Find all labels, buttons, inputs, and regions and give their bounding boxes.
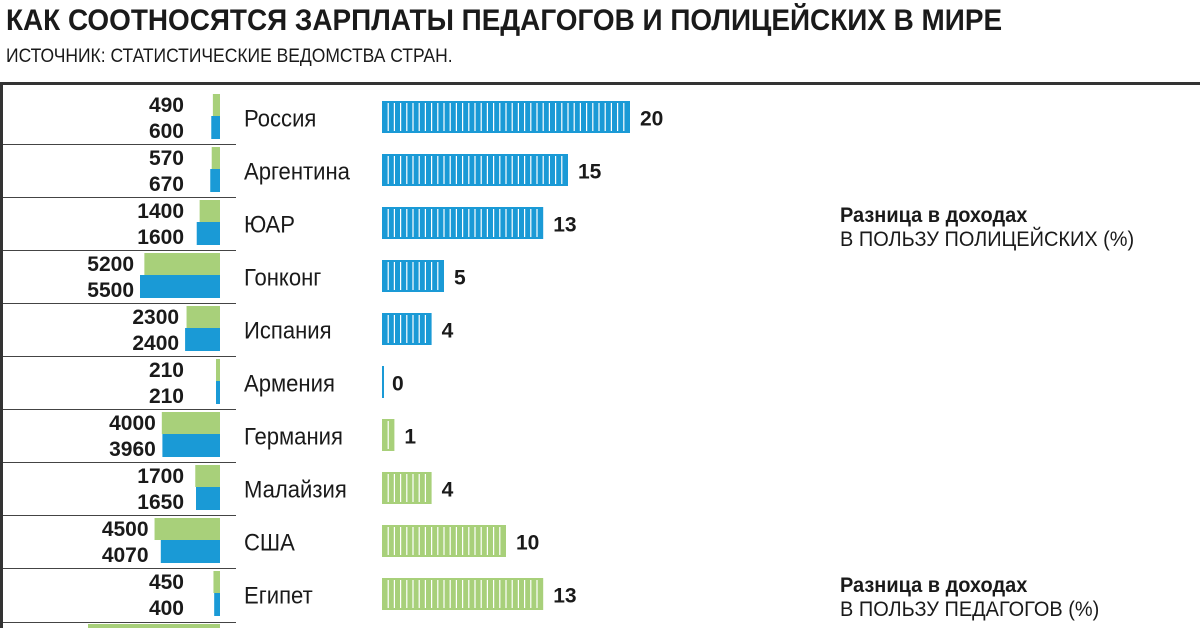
legend-police-subtitle: В ПОЛЬЗУ ПОЛИЦЕЙСКИХ (%) [840,228,1135,251]
police-salary-label: 5500 [87,279,134,302]
police-salary-label: 400 [149,597,184,620]
teacher-salary-bar [212,94,220,116]
teacher-salary-label: 210 [149,359,184,382]
police-salary-bar [196,487,220,510]
police-salary-bar [160,540,220,563]
police-salary-label: 600 [149,120,184,143]
difference-bar [382,366,384,398]
legend-teachers-subtitle: В ПОЛЬЗУ ПЕДАГОГОВ (%) [840,598,1100,621]
teacher-salary-label: 1700 [137,465,184,488]
police-salary-label: 210 [149,385,184,408]
police-salary-bar [210,169,220,192]
country-label: Испания [244,317,332,344]
teacher-salary-label: 5200 [87,253,134,276]
teacher-salary-label: 570 [149,147,184,170]
country-label: Египет [244,582,313,609]
police-salary-label: 4070 [102,544,149,567]
country-label: Армения [244,370,335,397]
teacher-salary-bar [144,253,220,275]
country-label: США [244,529,295,556]
legend-teachers: Разница в доходах В ПОЛЬЗУ ПЕДАГОГОВ (%) [840,574,1099,622]
teacher-salary-bar-partial [88,624,220,628]
legend-teachers-title: Разница в доходах [840,574,1028,597]
difference-value-label: 13 [553,585,576,608]
frame-top-rule [0,82,1200,85]
teacher-salary-bar [213,571,220,593]
chart-title: КАК СООТНОСЯТСЯ ЗАРПЛАТЫ ПЕДАГОГОВ И ПОЛ… [6,4,1003,37]
police-salary-label: 670 [149,173,184,196]
police-salary-label: 2400 [132,332,179,355]
teacher-salary-label: 450 [149,571,184,594]
frame-left-rule [0,82,3,628]
difference-value-label: 10 [516,532,539,555]
country-label: Малайзия [244,476,347,503]
country-label: Гонконг [244,264,321,291]
police-salary-bar [162,434,220,457]
country-label: ЮАР [244,211,295,238]
teacher-salary-bar [186,306,220,328]
teacher-salary-bar [211,147,220,169]
difference-value-label: 5 [454,267,466,290]
difference-value-label: 13 [553,214,576,237]
police-salary-bar [140,275,220,298]
police-salary-bar [211,116,220,139]
teacher-salary-label: 1400 [137,200,184,223]
difference-value-label: 4 [442,320,454,343]
difference-value-label: 15 [578,161,602,184]
teacher-salary-label: 2300 [132,306,179,329]
police-salary-label: 1650 [137,491,184,514]
police-salary-bar [214,593,220,616]
teacher-salary-bar [195,465,220,487]
country-label: Аргентина [244,158,350,185]
teacher-salary-label: 490 [149,94,184,117]
police-salary-bar [216,381,220,404]
police-salary-label: 1600 [137,226,184,249]
teacher-salary-bar [199,200,220,222]
police-salary-bar [185,328,220,351]
teacher-salary-bar [216,359,220,381]
chart-subtitle: ИСТОЧНИК: СТАТИСТИЧЕСКИЕ ВЕДОМСТВА СТРАН… [6,46,453,67]
police-salary-bar [196,222,220,245]
legend-police-title: Разница в доходах [840,204,1028,227]
difference-value-label: 4 [442,479,454,502]
teacher-salary-label: 4000 [109,412,156,435]
teacher-salary-bar [154,518,220,540]
difference-value-label: 0 [392,373,404,396]
country-label: Германия [244,423,343,450]
teacher-salary-bar [161,412,220,434]
legend-police: Разница в доходах В ПОЛЬЗУ ПОЛИЦЕЙСКИХ (… [840,204,1134,252]
country-label: Россия [244,105,316,132]
difference-value-label: 20 [640,108,663,131]
difference-value-label: 1 [404,426,416,449]
police-salary-label: 3960 [109,438,156,461]
teacher-salary-label: 4500 [102,518,149,541]
